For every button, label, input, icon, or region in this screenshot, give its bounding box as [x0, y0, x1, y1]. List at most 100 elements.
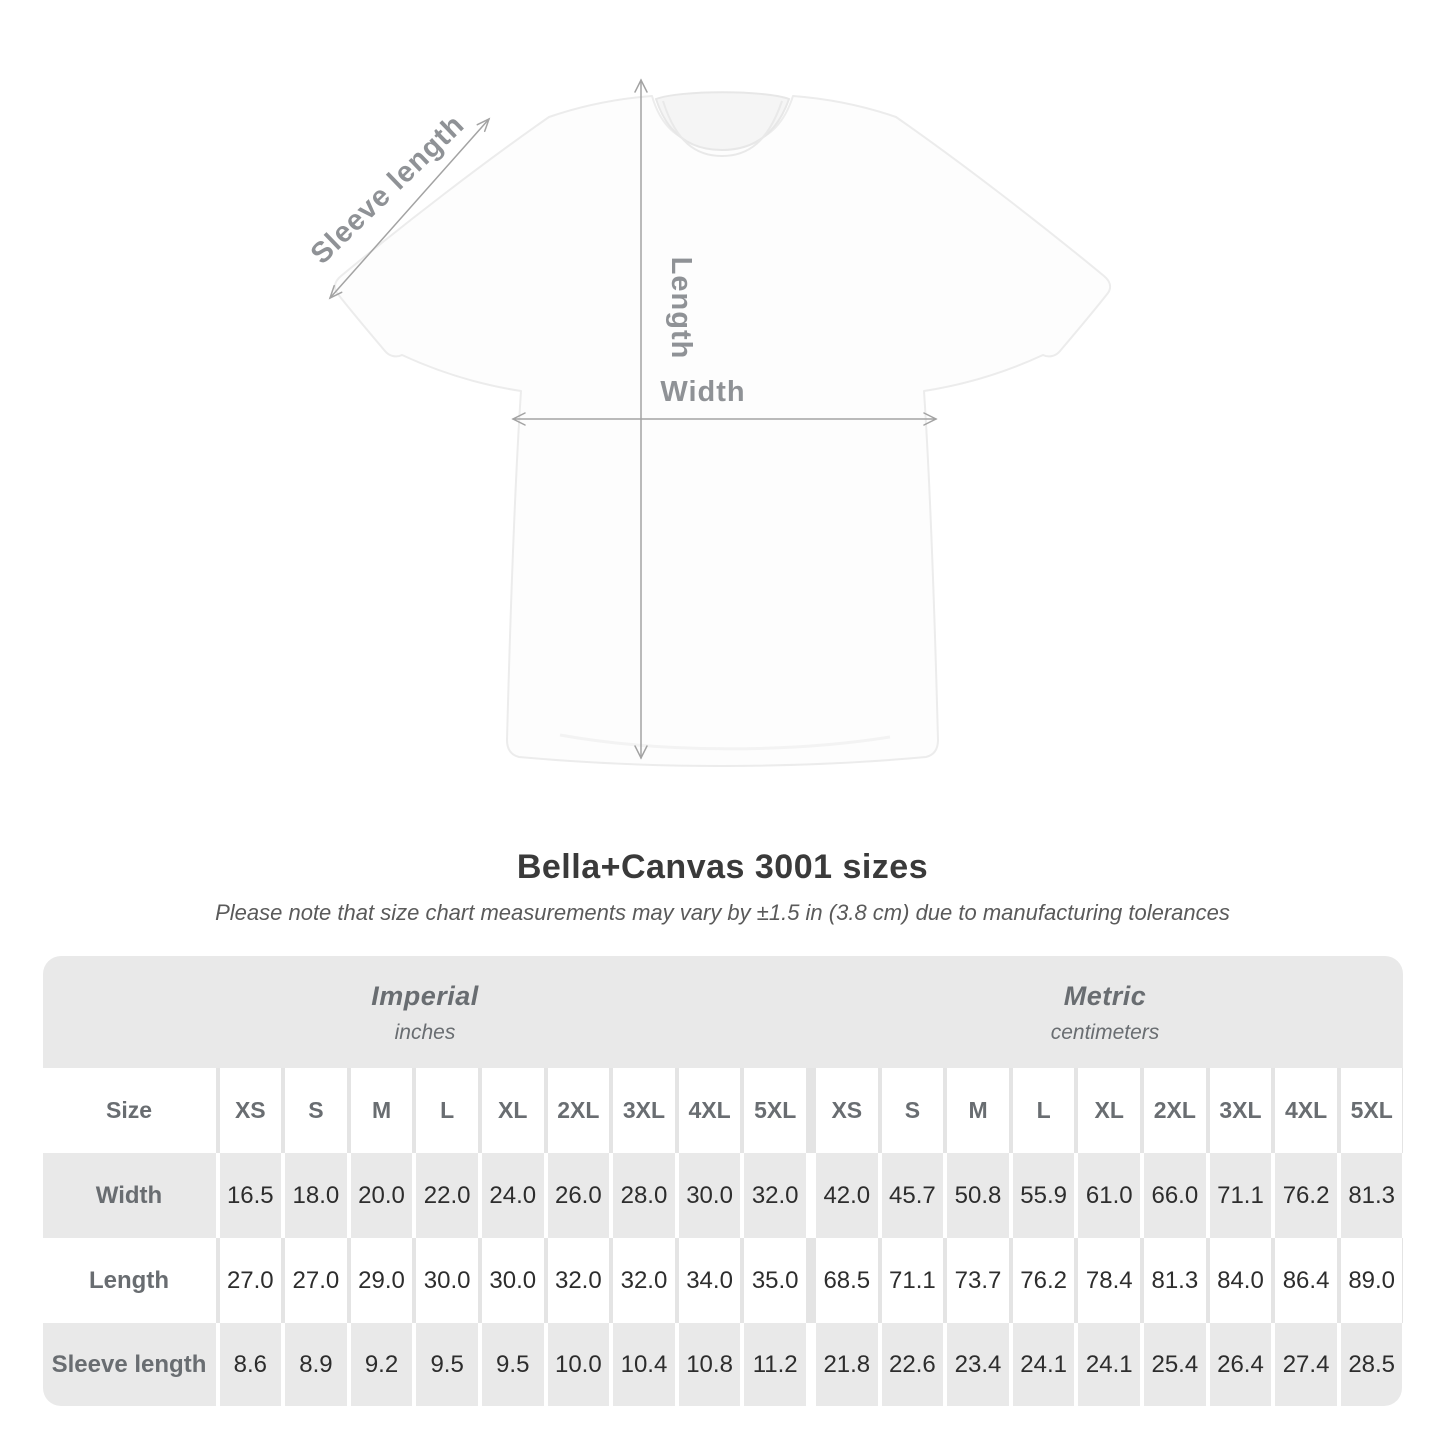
size-header-imperial-s: S [285, 1068, 347, 1153]
width-value: 71.1 [1209, 1153, 1272, 1238]
length-value: 30.0 [481, 1238, 544, 1323]
tshirt-diagram-svg: Sleeve length Length Width [305, 78, 1112, 767]
width-value: 45.7 [881, 1153, 944, 1238]
length-value: 71.1 [881, 1238, 944, 1323]
sleeve-value: 21.8 [815, 1323, 878, 1406]
sleeve-length-arrow [328, 117, 491, 300]
size-header-metric-s: S [881, 1068, 944, 1153]
width-value: 30.0 [678, 1153, 741, 1238]
width-value: 66.0 [1144, 1153, 1206, 1238]
length-value: 35.0 [744, 1238, 806, 1323]
size-header-imperial-2xl: 2XL [547, 1068, 610, 1153]
length-value: 32.0 [613, 1238, 675, 1323]
table-row-width: Width 16.5 18.0 20.0 22.0 24.0 26.0 28.0… [42, 1153, 1403, 1238]
sleeve-value: 8.6 [219, 1323, 282, 1406]
sleeve-value: 10.8 [678, 1323, 741, 1406]
sleeve-value: 22.6 [881, 1323, 944, 1406]
sleeve-value: 9.5 [481, 1323, 544, 1406]
width-value: 50.8 [947, 1153, 1009, 1238]
sleeve-value: 11.2 [744, 1323, 806, 1406]
width-value: 28.0 [613, 1153, 675, 1238]
imperial-section-header: Imperial inches [43, 956, 808, 1068]
length-value: 27.0 [285, 1238, 347, 1323]
width-row-label: Width [42, 1153, 216, 1238]
width-arrow [511, 412, 938, 426]
section-gap [810, 1068, 812, 1153]
size-header-metric-2xl: 2XL [1144, 1068, 1206, 1153]
length-value: 76.2 [1012, 1238, 1075, 1323]
length-value: 27.0 [219, 1238, 282, 1323]
width-value: 26.0 [547, 1153, 610, 1238]
length-label: Length [665, 257, 697, 360]
width-value: 22.0 [416, 1153, 478, 1238]
width-value: 20.0 [350, 1153, 413, 1238]
size-header-metric-l: L [1012, 1068, 1075, 1153]
sleeve-value: 9.5 [416, 1323, 478, 1406]
metric-unit: centimeters [1050, 1021, 1160, 1044]
width-value: 76.2 [1275, 1153, 1337, 1238]
length-value: 81.3 [1144, 1238, 1206, 1323]
length-value: 29.0 [350, 1238, 413, 1323]
table-row-sleeve-length: Sleeve length 8.6 8.9 9.2 9.5 9.5 10.0 1… [42, 1323, 1403, 1406]
size-header-imperial-xl: XL [481, 1068, 544, 1153]
width-value: 18.0 [285, 1153, 347, 1238]
section-gap [810, 1323, 812, 1406]
metric-title: Metric [1063, 981, 1147, 1011]
size-header-metric-m: M [947, 1068, 1009, 1153]
size-header-imperial-4xl: 4XL [678, 1068, 741, 1153]
length-value: 32.0 [547, 1238, 610, 1323]
size-header-metric-xl: XL [1078, 1068, 1141, 1153]
section-gap [810, 1153, 812, 1238]
sleeve-value: 10.4 [613, 1323, 675, 1406]
width-value: 61.0 [1078, 1153, 1141, 1238]
size-header-metric-xs: XS [815, 1068, 878, 1153]
length-value: 34.0 [678, 1238, 741, 1323]
length-value: 86.4 [1275, 1238, 1337, 1323]
tshirt-measurement-diagram: Sleeve length Length Width [305, 78, 1112, 767]
unit-header-row: Imperial inches Metric centimeters [42, 956, 1403, 1068]
imperial-title: Imperial [371, 981, 479, 1011]
width-value: 16.5 [219, 1153, 282, 1238]
length-value: 84.0 [1209, 1238, 1272, 1323]
tolerance-note: Please note that size chart measurements… [215, 900, 1230, 925]
sleeve-value: 24.1 [1012, 1323, 1075, 1406]
sleeve-value: 25.4 [1144, 1323, 1206, 1406]
size-header-row: Size XS S M L XL 2XL 3XL 4XL 5XL XS S M … [42, 1068, 1403, 1153]
length-value: 73.7 [947, 1238, 1009, 1323]
length-value: 30.0 [416, 1238, 478, 1323]
imperial-unit: inches [394, 1021, 456, 1044]
size-header-metric-5xl: 5XL [1340, 1068, 1403, 1153]
sleeve-value: 10.0 [547, 1323, 610, 1406]
sleeve-value: 23.4 [947, 1323, 1009, 1406]
width-value: 24.0 [481, 1153, 544, 1238]
tshirt-collar-line [662, 100, 783, 158]
metric-section-header: Metric centimeters [808, 956, 1403, 1068]
length-value: 89.0 [1340, 1238, 1403, 1323]
page-title: Bella+Canvas 3001 sizes [516, 848, 929, 886]
sleeve-value: 28.5 [1340, 1323, 1403, 1406]
size-header-imperial-3xl: 3XL [613, 1068, 675, 1153]
width-value: 55.9 [1012, 1153, 1075, 1238]
sleeve-row-label: Sleeve length [42, 1323, 216, 1406]
sleeve-value: 24.1 [1078, 1323, 1141, 1406]
size-header-imperial-5xl: 5XL [744, 1068, 806, 1153]
sleeve-value: 27.4 [1275, 1323, 1337, 1406]
section-gap [810, 1238, 812, 1323]
table-row-length: Length 27.0 27.0 29.0 30.0 30.0 32.0 32.… [42, 1238, 1403, 1323]
size-header-imperial-m: M [350, 1068, 413, 1153]
width-value: 42.0 [815, 1153, 878, 1238]
length-value: 68.5 [815, 1238, 878, 1323]
tshirt-outline [333, 95, 1112, 767]
size-header-metric-4xl: 4XL [1275, 1068, 1337, 1153]
length-row-label: Length [42, 1238, 216, 1323]
length-value: 78.4 [1078, 1238, 1141, 1323]
sleeve-value: 9.2 [350, 1323, 413, 1406]
size-header-metric-3xl: 3XL [1209, 1068, 1272, 1153]
sleeve-value: 26.4 [1209, 1323, 1272, 1406]
size-header-imperial-l: L [416, 1068, 478, 1153]
sleeve-value: 8.9 [285, 1323, 347, 1406]
size-table: Imperial inches Metric centimeters Size … [42, 956, 1403, 1406]
size-header-imperial-xs: XS [219, 1068, 282, 1153]
tshirt-hem-fold [559, 733, 891, 751]
